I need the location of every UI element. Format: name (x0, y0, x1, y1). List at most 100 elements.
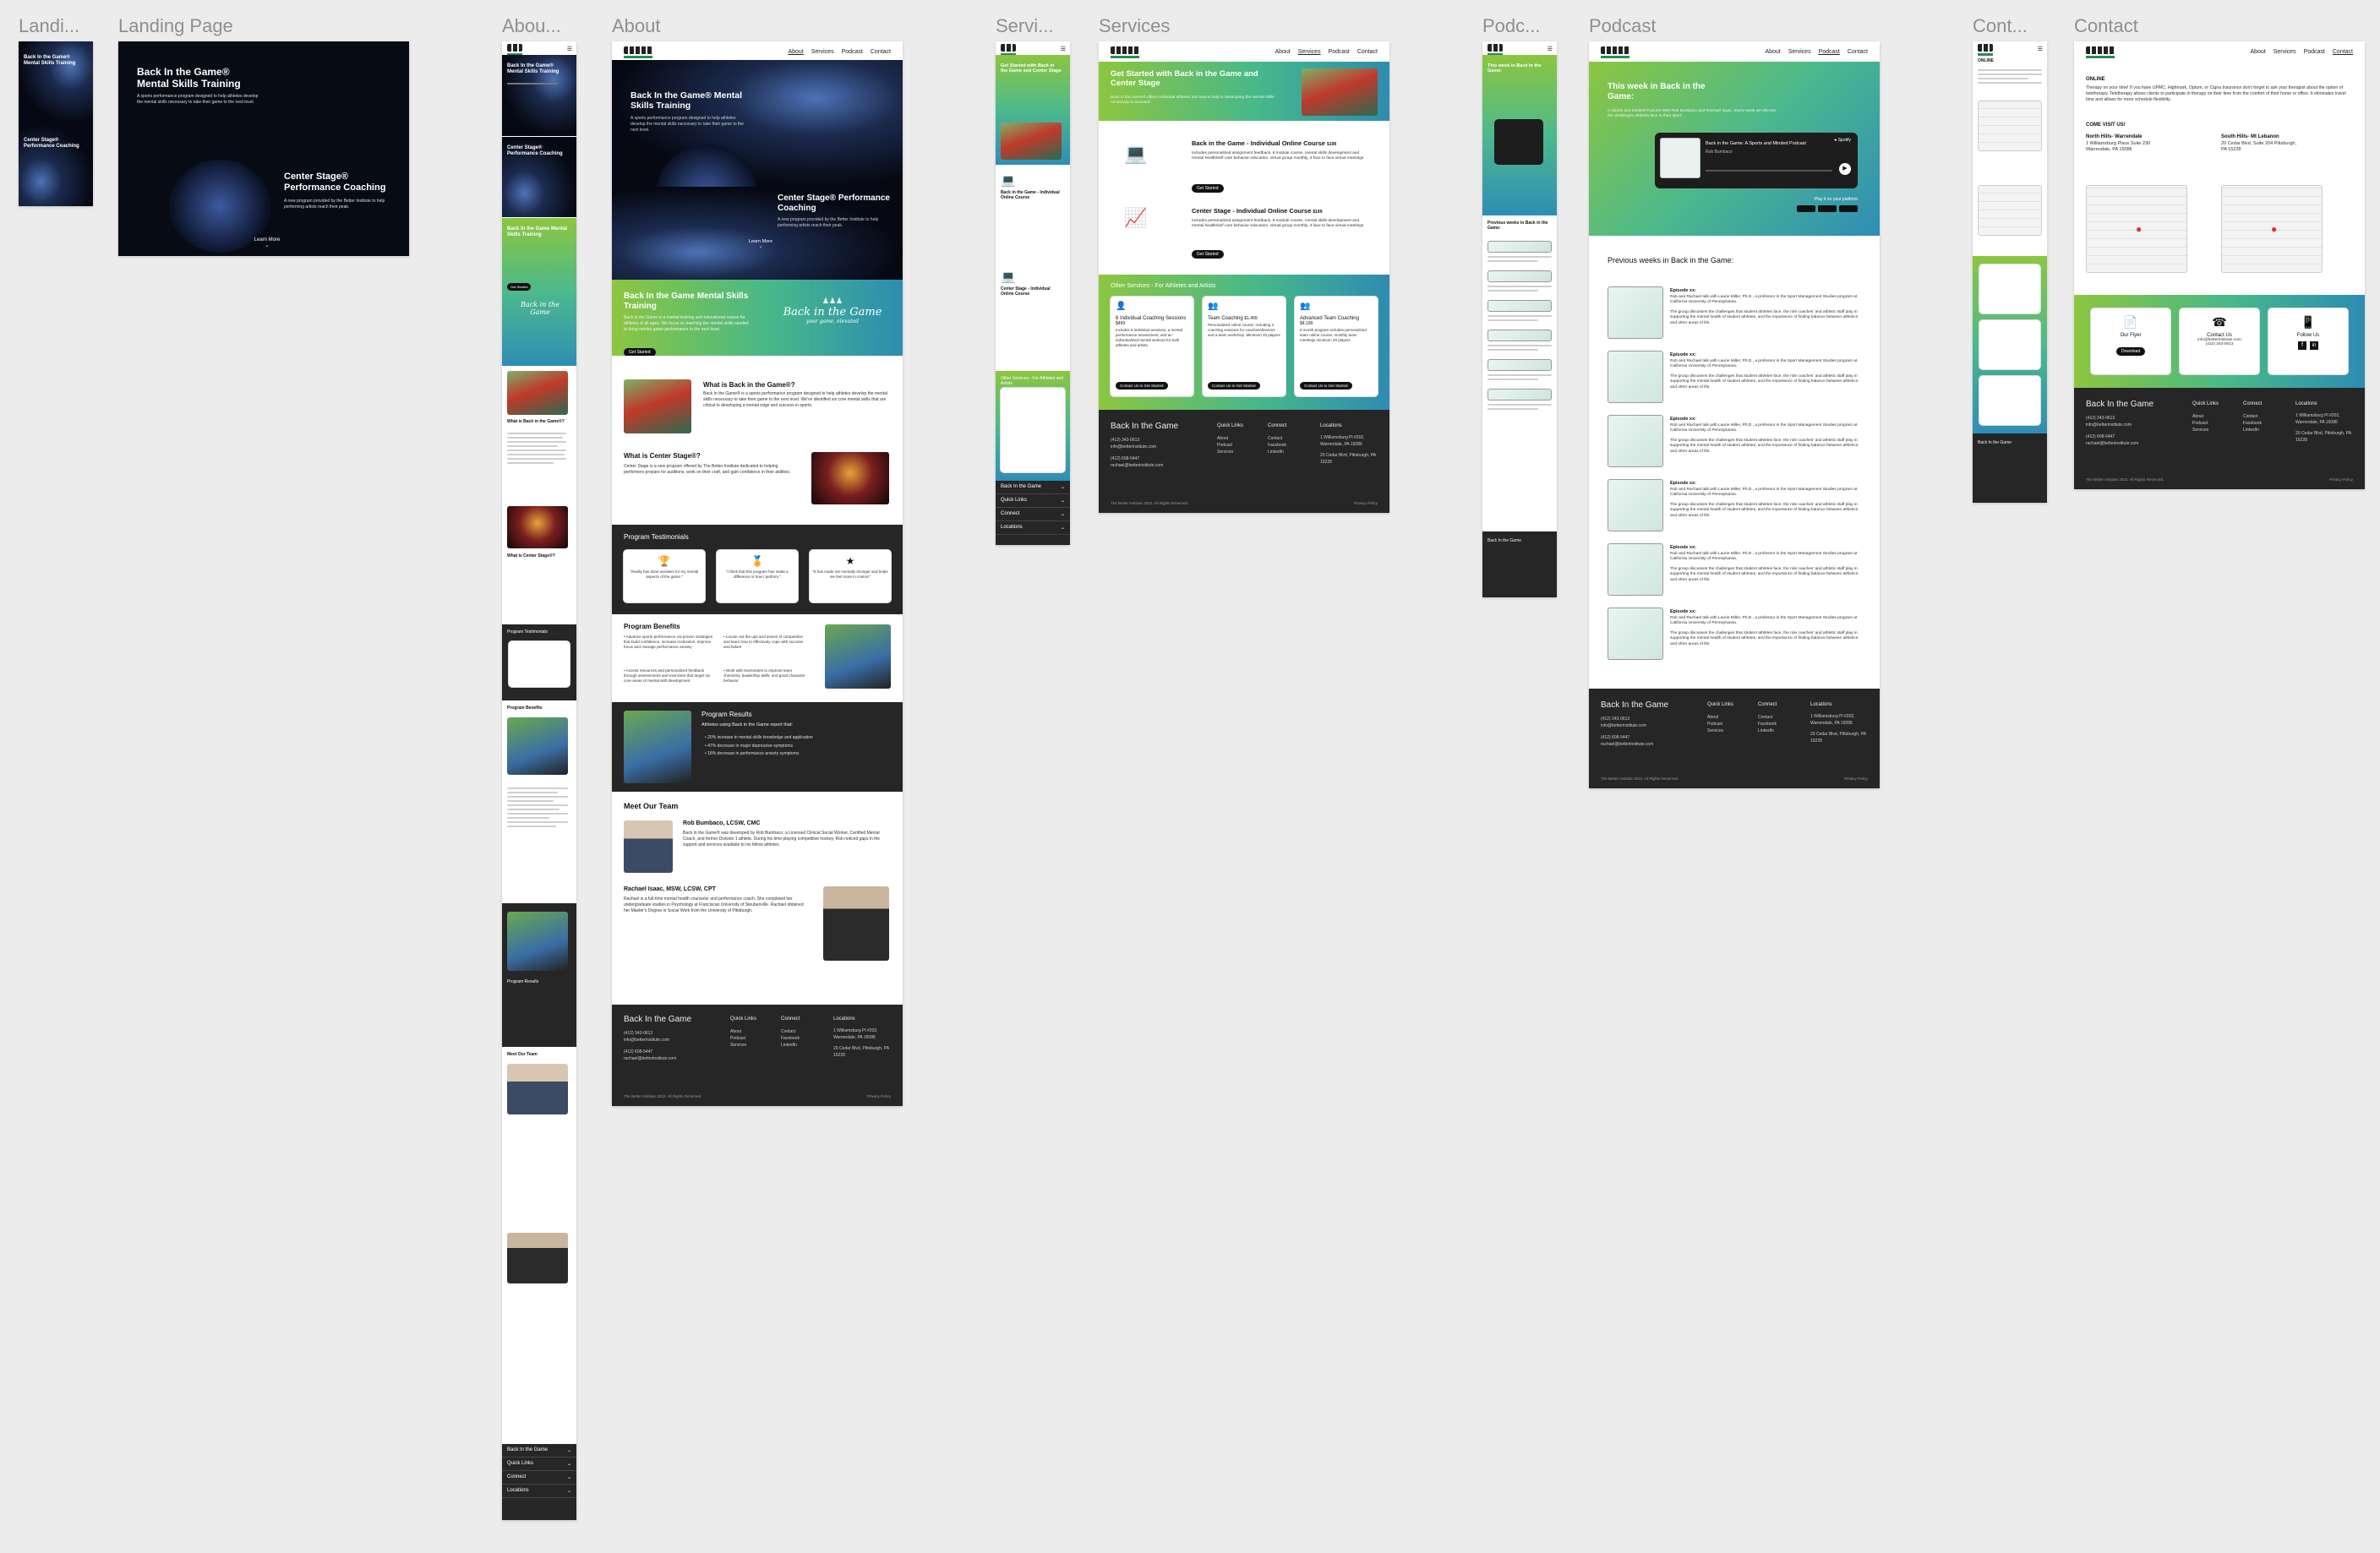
footer-link-linkedin[interactable]: LinkedIn (2243, 428, 2259, 433)
footer-link-services[interactable]: Services (1217, 450, 1234, 455)
footer-link-about[interactable]: About (730, 1029, 742, 1034)
footer-email1[interactable]: info@betterinstitute.com (1601, 723, 1646, 728)
footer-phone1[interactable]: (412) 343-0613 (1601, 717, 1630, 722)
course1-get-started[interactable]: Get Started (1192, 184, 1224, 193)
footer-phone1[interactable]: (412) 343-0613 (624, 1031, 653, 1036)
footer-link-contact[interactable]: Contact (1268, 436, 1283, 441)
menu-icon[interactable]: ☰ (1547, 46, 1553, 52)
about-mobile-get-started[interactable]: Get Started (507, 283, 532, 291)
logo[interactable] (1601, 46, 1629, 60)
footer-phone2[interactable]: (412) 608-5447 (1111, 456, 1140, 461)
footer-link-contact[interactable]: Contact (781, 1029, 796, 1034)
logo[interactable] (2086, 46, 2115, 60)
footer-link-contact[interactable]: Contact (2243, 414, 2258, 419)
nav-contact[interactable]: Contact (870, 49, 891, 55)
nav-about[interactable]: About (1275, 49, 1291, 55)
footer-phone1[interactable]: (412) 343-0613 (2086, 416, 2115, 421)
logo[interactable] (1001, 44, 1016, 57)
contact-mobile-map1[interactable] (1978, 101, 2042, 151)
mobile-acc-back[interactable]: Back In the Game ⌄ (502, 1444, 576, 1458)
logo[interactable] (1111, 46, 1139, 60)
episode-row[interactable]: Episode xx: Rob and Rachael talk with Lau… (1608, 608, 1861, 672)
footer-email2[interactable]: rachael@betterinstitute.com (624, 1056, 677, 1061)
menu-icon[interactable]: ☰ (566, 46, 572, 52)
nav-contact[interactable]: Contact (2332, 49, 2353, 55)
nav-services[interactable]: Services (1788, 49, 1811, 55)
logo[interactable] (624, 46, 652, 60)
footer-link-podcast[interactable]: Podcast (730, 1036, 746, 1041)
footer-link-podcast[interactable]: Podcast (1217, 443, 1233, 448)
other2-contact-button[interactable]: Contact Us to Get Started (1208, 382, 1260, 390)
mobile-acc-connect[interactable]: Connect ⌄ (502, 1471, 576, 1485)
mobile-acc-locations[interactable]: Locations ⌄ (502, 1485, 576, 1498)
linkedin-icon[interactable]: in (2310, 341, 2318, 350)
landing-learn-more-link[interactable]: Learn More ⌄ (254, 237, 281, 248)
mobile-acc-links[interactable]: Quick Links ⌄ (996, 494, 1070, 508)
nav-podcast[interactable]: Podcast (2303, 49, 2325, 55)
footer-privacy[interactable]: Privacy Policy (866, 1094, 891, 1098)
map-mt-lebanon[interactable]: ● (2221, 185, 2323, 273)
footer-link-facebook[interactable]: Facebook (1268, 443, 1286, 448)
episode-row[interactable]: Episode xx: Rob and Rachael talk with Lau… (1608, 286, 1861, 351)
podcast-mobile-player[interactable] (1494, 119, 1543, 165)
spotify-badge-icon[interactable] (1839, 205, 1858, 212)
contact-card-phone[interactable]: (412) 343-0613 (2205, 342, 2234, 346)
footer-link-linkedin[interactable]: LinkedIn (1268, 450, 1284, 455)
episode-row[interactable]: Episode xx: Rob and Rachael talk with Lau… (1608, 415, 1861, 479)
footer-privacy[interactable]: Privacy Policy (2328, 477, 2353, 482)
nav-contact[interactable]: Contact (1356, 49, 1378, 55)
nav-services[interactable]: Services (1297, 49, 1321, 55)
about-learn-more[interactable]: Learn More ⌄ (748, 239, 773, 249)
menu-icon[interactable]: ☰ (2037, 46, 2043, 52)
google-podcasts-icon[interactable] (1818, 205, 1837, 212)
nav-about[interactable]: About (788, 49, 804, 55)
footer-phone1[interactable]: (412) 343-0613 (1111, 438, 1140, 443)
flyer-download-button[interactable]: Download (2115, 347, 2146, 356)
episode-row[interactable]: Episode xx: Rob and Rachael talk with Lau… (1608, 543, 1861, 608)
footer-link-podcast[interactable]: Podcast (1707, 722, 1723, 727)
other3-contact-button[interactable]: Contact Us to Get Started (1300, 382, 1352, 390)
nav-podcast[interactable]: Podcast (841, 49, 863, 55)
footer-link-services[interactable]: Services (1707, 728, 1724, 733)
footer-link-facebook[interactable]: Facebook (1758, 722, 1777, 727)
nav-about[interactable]: About (1765, 49, 1781, 55)
footer-email1[interactable]: info@betterinstitute.com (624, 1038, 669, 1043)
footer-privacy[interactable]: Privacy Policy (1353, 501, 1378, 505)
podcast-player[interactable]: Back in the Game: A Sports and Minded Po… (1655, 133, 1858, 188)
nav-services[interactable]: Services (811, 49, 834, 55)
footer-phone2[interactable]: (412) 608-5447 (2086, 434, 2115, 439)
nav-contact[interactable]: Contact (1847, 49, 1868, 55)
footer-email2[interactable]: rachael@betterinstitute.com (2086, 441, 2139, 446)
logo[interactable] (1978, 44, 1993, 57)
nav-about[interactable]: About (2250, 49, 2266, 55)
footer-link-about[interactable]: About (2192, 414, 2204, 419)
mobile-acc-locations[interactable]: Locations ⌄ (996, 521, 1070, 535)
episode-row[interactable]: Episode xx: Rob and Rachael talk with Lau… (1608, 351, 1861, 415)
logo[interactable] (507, 44, 522, 57)
footer-privacy[interactable]: Privacy Policy (1843, 776, 1868, 781)
footer-link-services[interactable]: Services (730, 1043, 747, 1048)
contact-card-email[interactable]: info@betterinstitute.com (2197, 338, 2241, 342)
mobile-acc-links[interactable]: Quick Links ⌄ (502, 1458, 576, 1471)
apple-podcasts-icon[interactable] (1797, 205, 1815, 212)
mobile-acc-back[interactable]: Back In the Game ⌄ (996, 481, 1070, 494)
mobile-acc-connect[interactable]: Connect ⌄ (996, 508, 1070, 521)
footer-link-services[interactable]: Services (2192, 428, 2209, 433)
footer-email1[interactable]: info@betterinstitute.com (2086, 422, 2132, 428)
about-get-started-button[interactable]: Get Started (624, 348, 656, 356)
menu-icon[interactable]: ☰ (1060, 46, 1066, 52)
footer-phone2[interactable]: (412) 608-5447 (1601, 735, 1630, 740)
footer-link-contact[interactable]: Contact (1758, 715, 1773, 720)
footer-email2[interactable]: rachael@betterinstitute.com (1601, 742, 1654, 747)
facebook-icon[interactable]: f (2298, 341, 2306, 350)
footer-phone2[interactable]: (412) 608-5447 (624, 1049, 653, 1054)
map-warrendale[interactable]: ● (2086, 185, 2187, 273)
episode-row[interactable]: Episode xx: Rob and Rachael talk with Lau… (1608, 479, 1861, 543)
footer-link-linkedin[interactable]: LinkedIn (1758, 728, 1774, 733)
course2-get-started[interactable]: Get Started (1192, 250, 1224, 259)
play-icon[interactable]: ▶ (1839, 163, 1851, 175)
nav-services[interactable]: Services (2273, 49, 2296, 55)
contact-mobile-map2[interactable] (1978, 185, 2042, 236)
footer-link-about[interactable]: About (1707, 715, 1719, 720)
footer-link-about[interactable]: About (1217, 436, 1229, 441)
